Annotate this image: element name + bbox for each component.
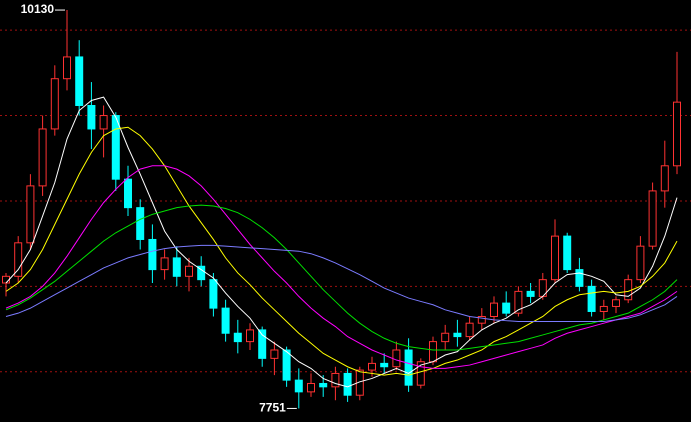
candle-body [258, 329, 267, 359]
candle-body [26, 185, 35, 244]
candle-body [136, 207, 145, 240]
candle-body [404, 349, 413, 386]
moving-average-line [5, 204, 678, 351]
candle-body [612, 299, 620, 307]
candle-body [209, 279, 218, 309]
candle-body [221, 307, 230, 334]
candle-body [587, 285, 596, 312]
candle-body [429, 341, 437, 363]
annotation-label: 10130 [21, 2, 55, 16]
candle-body [648, 190, 657, 247]
candle-body [124, 178, 132, 209]
candle-body [599, 305, 608, 312]
candle-body [197, 265, 206, 281]
candle-body [233, 332, 242, 343]
candle-body [63, 56, 71, 80]
candle-body [380, 362, 389, 368]
candle-body [465, 322, 474, 338]
moving-average-line [5, 126, 678, 376]
candle-body [551, 235, 559, 281]
annotation-label: 7751 [259, 401, 286, 415]
candle-body [673, 101, 681, 167]
candle-body [636, 245, 645, 281]
candle-body [38, 128, 47, 187]
candle-body [563, 235, 572, 271]
candle-body [99, 115, 108, 130]
candle-body [14, 242, 23, 277]
candle-body [75, 56, 84, 106]
candle-body [575, 269, 584, 287]
candle-body [319, 382, 328, 388]
candle-body [490, 302, 498, 318]
candle-body [307, 382, 315, 393]
candle-body [270, 349, 279, 359]
candle-body [343, 372, 352, 396]
candle-body [392, 349, 401, 368]
candle-body [453, 332, 462, 338]
candle-body [246, 329, 254, 343]
candle-body [172, 257, 181, 277]
candle-body [526, 290, 535, 297]
moving-average-line [5, 165, 678, 369]
candle-body [368, 362, 376, 371]
candle-body [294, 379, 303, 393]
candle-body [660, 165, 669, 192]
candle-body [477, 316, 486, 324]
candle-body [282, 349, 291, 381]
candle-body [111, 115, 120, 180]
candle-body [148, 238, 157, 271]
candle-body [50, 78, 59, 130]
candle-body [355, 369, 364, 396]
candle-body [502, 302, 511, 314]
candle-body [331, 372, 340, 388]
candle-body [160, 257, 169, 271]
moving-average-line [5, 244, 678, 323]
moving-average-line [5, 96, 678, 388]
candle-body [416, 361, 425, 386]
candle-body [514, 290, 523, 314]
candle-body [87, 105, 96, 130]
candle-body [441, 332, 450, 343]
candle-body [185, 265, 193, 277]
